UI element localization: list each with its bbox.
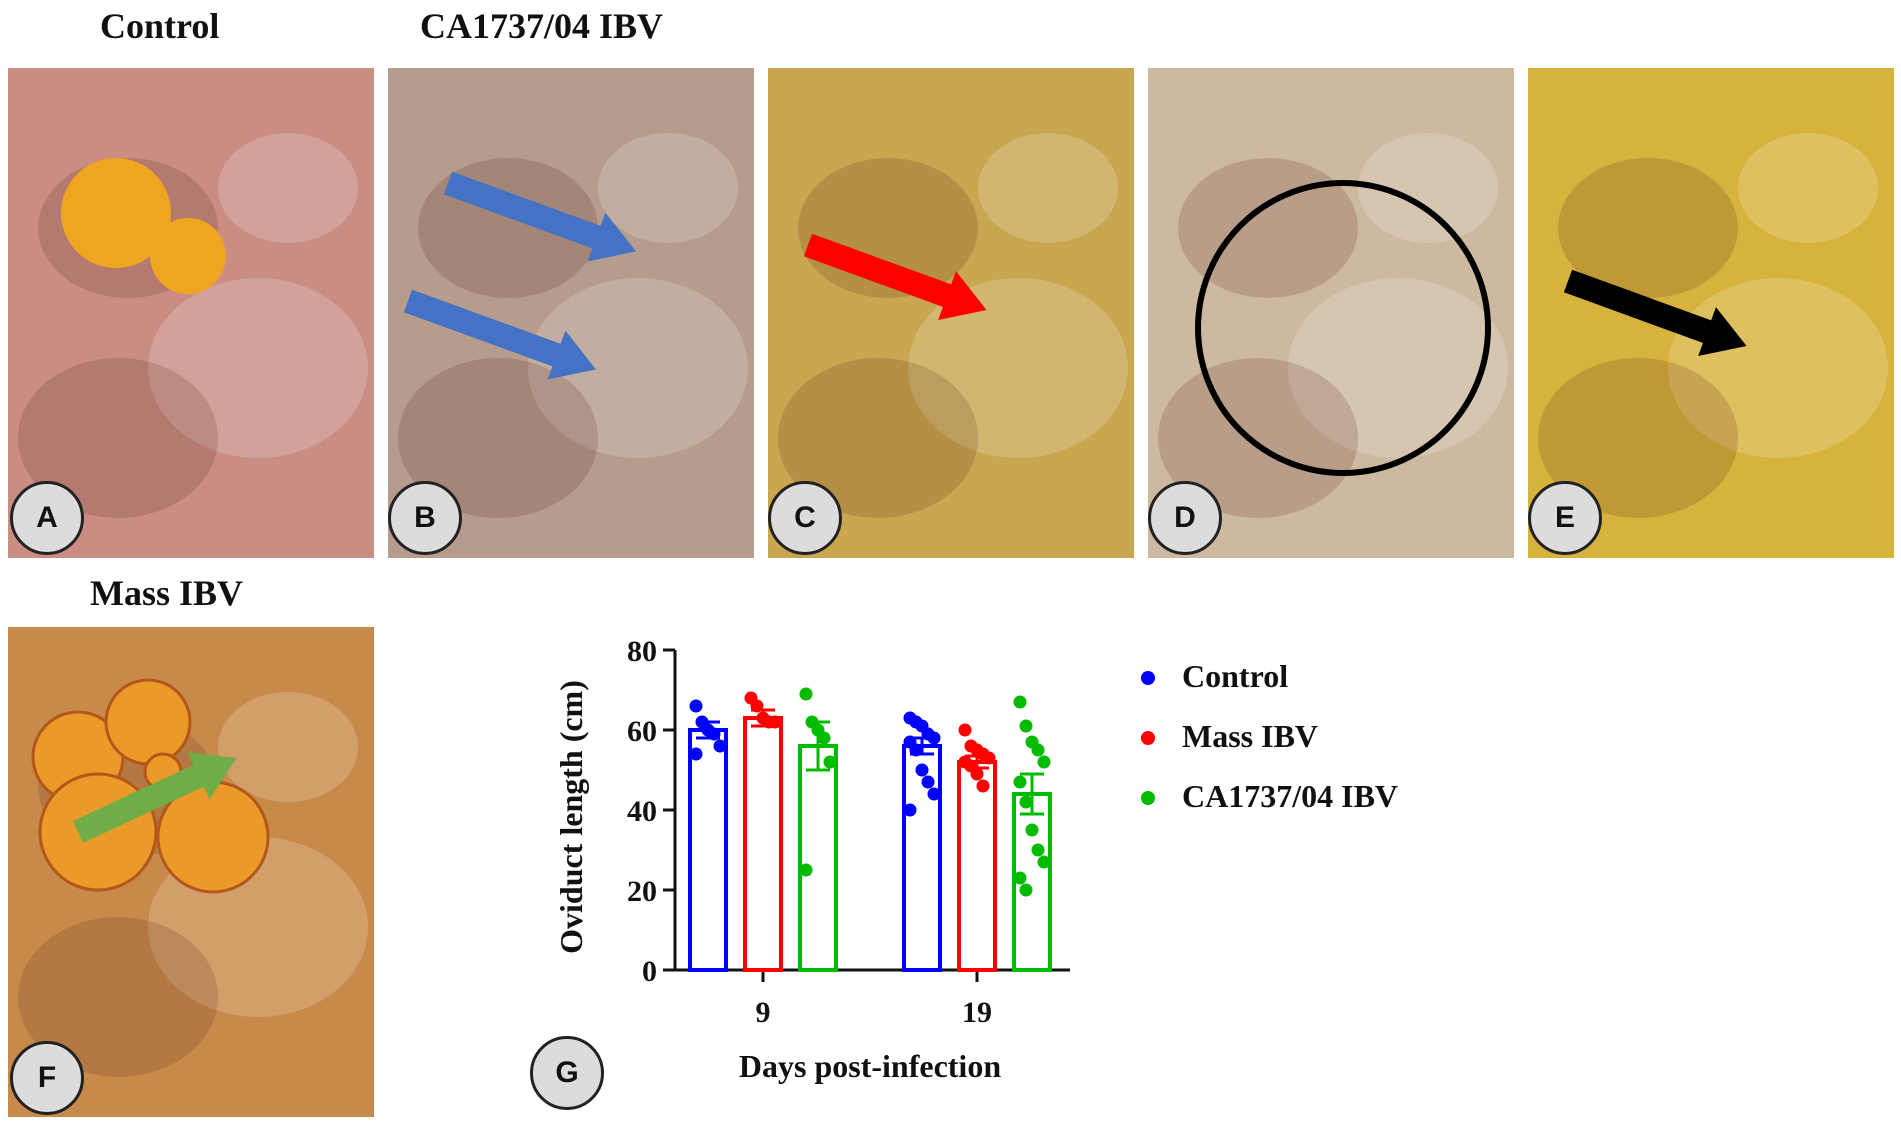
y-tick-label: 80 (627, 635, 657, 668)
photo-tissue-shape (1558, 158, 1738, 298)
legend-marker (1141, 671, 1155, 685)
bar (743, 716, 783, 972)
bar (688, 728, 728, 972)
photo-tissue-shape (398, 358, 598, 518)
photo-background (1148, 68, 1514, 558)
data-point (1019, 883, 1033, 897)
data-point (921, 775, 935, 789)
pointer-arrow (803, 233, 987, 321)
photo-panel-b (388, 68, 754, 558)
heading-ca1737: CA1737/04 IBV (420, 6, 664, 46)
data-point (713, 739, 727, 753)
legend-label: Mass IBV (1182, 718, 1318, 754)
panel-label-f: F (10, 1041, 84, 1115)
data-point (1019, 719, 1033, 733)
photo-tissue-shape (908, 278, 1128, 458)
photo-tissue-shape (598, 133, 738, 243)
bar (798, 744, 838, 972)
data-point (799, 863, 813, 877)
photo-tissue-shape (1358, 133, 1498, 243)
panel-label-c: C (768, 481, 842, 555)
oviduct-length-chart: Oviduct length (cm) Days post-infection … (553, 635, 1398, 1084)
photo-tissue-shape (218, 133, 358, 243)
pointer-arrow (1563, 269, 1747, 357)
data-point (927, 731, 941, 745)
panel-label-a: A (10, 481, 84, 555)
legend-marker (1141, 731, 1155, 745)
yolk-follicle (61, 158, 171, 268)
photo-tissue-shape (148, 278, 368, 458)
photo-tissue-shape (1158, 358, 1358, 518)
photo-tissue-shape (18, 358, 218, 518)
legend-label: Control (1182, 658, 1288, 694)
data-point (958, 723, 972, 737)
bar (957, 760, 997, 972)
y-tick-label: 40 (627, 795, 657, 828)
photo-tissue-shape (1288, 278, 1508, 458)
data-point (982, 751, 996, 765)
lesion-circle (1195, 180, 1491, 476)
data-point (1025, 823, 1039, 837)
photo-tissue-shape (1178, 158, 1358, 298)
photo-panel-f (8, 627, 374, 1117)
data-point (707, 727, 721, 741)
y-axis-title: Oviduct length (cm) (553, 680, 589, 954)
y-tick-label: 20 (627, 875, 657, 908)
panel-label-d: D (1148, 481, 1222, 555)
photo-panel-e (1528, 68, 1894, 558)
data-point (689, 747, 703, 761)
data-point (903, 803, 917, 817)
photo-panel-d (1148, 68, 1514, 558)
yolk-follicle (150, 218, 226, 294)
photo-panel-a (8, 68, 374, 558)
pointer-arrow (403, 289, 596, 380)
panel-label-g: G (530, 1036, 604, 1110)
data-point (927, 787, 941, 801)
data-point (1013, 775, 1027, 789)
data-point (1037, 755, 1051, 769)
data-point (817, 731, 831, 745)
x-tick-label: 9 (756, 996, 771, 1029)
data-point (915, 763, 929, 777)
heading-mass: Mass IBV (90, 573, 244, 613)
data-point (970, 767, 984, 781)
photo-background (1528, 68, 1894, 558)
photo-panel-c (768, 68, 1134, 558)
legend-marker (1141, 791, 1155, 805)
data-point (689, 699, 703, 713)
photo-tissue-shape (218, 692, 358, 802)
photo-background (8, 68, 374, 558)
data-point (1019, 795, 1033, 809)
legend-label: CA1737/04 IBV (1182, 778, 1398, 814)
data-point (1013, 871, 1027, 885)
y-tick-label: 0 (642, 955, 657, 988)
photo-tissue-shape (528, 278, 748, 458)
pointer-arrow (443, 171, 636, 262)
data-point (1031, 843, 1045, 857)
photo-tissue-shape (1738, 133, 1878, 243)
photo-tissue-shape (18, 917, 218, 1077)
photo-tissue-shape (978, 133, 1118, 243)
data-point (1013, 695, 1027, 709)
data-point (750, 699, 764, 713)
data-point (768, 715, 782, 729)
photo-tissue-shape (1538, 358, 1738, 518)
data-point (799, 687, 813, 701)
data-point (909, 743, 923, 757)
x-axis-title: Days post-infection (739, 1048, 1001, 1084)
data-point (823, 755, 837, 769)
photo-tissue-shape (778, 358, 978, 518)
data-point (976, 779, 990, 793)
heading-control: Control (100, 6, 220, 46)
panel-label-e: E (1528, 481, 1602, 555)
data-point (1037, 855, 1051, 869)
panel-label-b: B (388, 481, 462, 555)
y-tick-label: 60 (627, 715, 657, 748)
x-tick-label: 19 (962, 996, 992, 1029)
yolk-follicle (104, 678, 192, 766)
pointer-arrow (72, 752, 237, 843)
data-point (1031, 743, 1045, 757)
